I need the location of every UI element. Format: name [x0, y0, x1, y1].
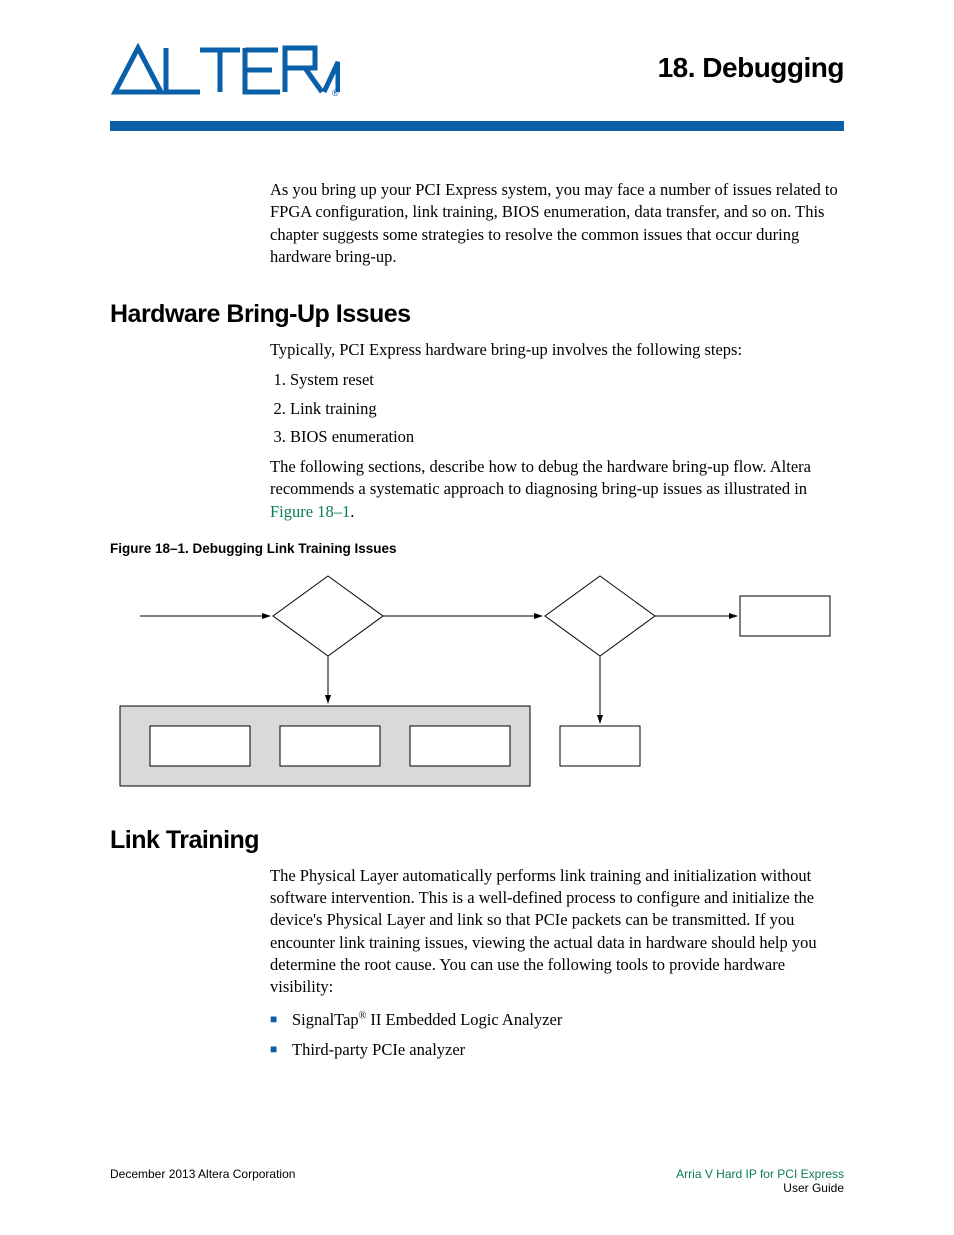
- list-item: BIOS enumeration: [290, 426, 844, 448]
- list-item: System reset: [290, 369, 844, 391]
- intro-paragraph: As you bring up your PCI Express system,…: [270, 179, 844, 268]
- footer-doc-sub: User Guide: [676, 1181, 844, 1195]
- tools-list: SignalTap® II Embedded Logic Analyzer Th…: [270, 1009, 844, 1062]
- flowchart-diagram: [110, 566, 844, 796]
- list-item: SignalTap® II Embedded Logic Analyzer: [270, 1009, 844, 1031]
- linktraining-paragraph: The Physical Layer automatically perform…: [270, 865, 844, 999]
- figure-caption: Figure 18–1. Debugging Link Training Iss…: [110, 541, 844, 556]
- chapter-title: 18. Debugging: [658, 52, 844, 84]
- svg-text:®: ®: [332, 88, 339, 98]
- bringup-follow: The following sections, describe how to …: [270, 456, 844, 523]
- altera-logo: ®: [110, 40, 340, 103]
- list-item: Link training: [290, 398, 844, 420]
- footer-doc-title[interactable]: Arria V Hard IP for PCI Express: [676, 1167, 844, 1181]
- list-item: Third-party PCIe analyzer: [270, 1039, 844, 1061]
- section-heading-bringup: Hardware Bring-Up Issues: [110, 300, 844, 329]
- bringup-lead: Typically, PCI Express hardware bring-up…: [270, 339, 844, 361]
- footer-right: Arria V Hard IP for PCI Express User Gui…: [676, 1167, 844, 1195]
- footer-left: December 2013 Altera Corporation: [110, 1167, 295, 1195]
- header-bar: [110, 121, 844, 131]
- section-heading-linktraining: Link Training: [110, 826, 844, 855]
- figure-reference-link[interactable]: Figure 18–1: [270, 502, 350, 521]
- bringup-steps-list: System reset Link training BIOS enumerat…: [290, 369, 844, 448]
